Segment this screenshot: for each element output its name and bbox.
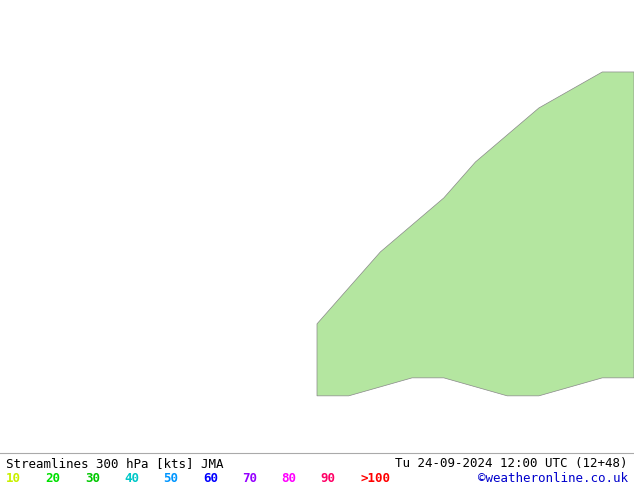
Text: 50: 50	[164, 472, 179, 485]
Polygon shape	[317, 72, 634, 396]
Text: Streamlines 300 hPa [kts] JMA: Streamlines 300 hPa [kts] JMA	[6, 457, 224, 470]
Text: ©weatheronline.co.uk: ©weatheronline.co.uk	[477, 472, 628, 485]
Text: 20: 20	[46, 472, 61, 485]
Text: Tu 24-09-2024 12:00 UTC (12+48): Tu 24-09-2024 12:00 UTC (12+48)	[395, 457, 628, 470]
Text: 70: 70	[242, 472, 257, 485]
Text: 80: 80	[281, 472, 297, 485]
Text: 90: 90	[321, 472, 336, 485]
Text: >100: >100	[360, 472, 390, 485]
Text: 10: 10	[6, 472, 22, 485]
Text: 60: 60	[203, 472, 218, 485]
Text: 30: 30	[85, 472, 100, 485]
Text: 40: 40	[124, 472, 139, 485]
